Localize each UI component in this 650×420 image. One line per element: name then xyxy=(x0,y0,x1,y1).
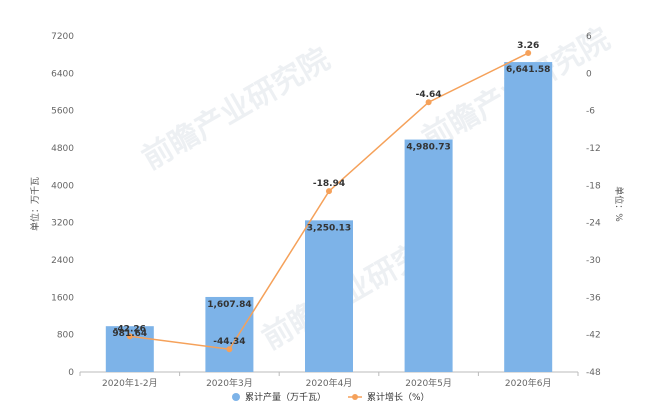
line-point xyxy=(326,188,332,195)
legend: 累计产量（万千瓦） 累计增长（%） xyxy=(232,391,430,403)
legend-line-label: 累计增长（%） xyxy=(367,391,430,403)
line-value-label: -42.26 xyxy=(114,324,146,334)
bars xyxy=(105,62,553,372)
left-tick-label: 6400 xyxy=(51,69,74,79)
left-axis-title: 单位：万千瓦 xyxy=(29,177,41,231)
x-tick-label: 2020年1-2月 xyxy=(102,377,158,389)
line-point xyxy=(126,333,133,340)
legend-line-point xyxy=(352,394,358,400)
left-tick-label: 2400 xyxy=(51,256,74,266)
left-tick-label: 3200 xyxy=(51,219,74,229)
x-tick-label: 2020年6月 xyxy=(505,377,552,389)
line-value-label: 3.26 xyxy=(517,41,539,51)
bar-value-label: 4,980.73 xyxy=(406,143,450,153)
left-tick-label: 1600 xyxy=(51,293,74,303)
left-tick-label: 4800 xyxy=(51,144,74,154)
line-value-label: -4.64 xyxy=(416,90,442,100)
line-value-label: -44.34 xyxy=(213,337,245,347)
right-tick-label: -24 xyxy=(586,219,601,229)
right-tick-label: 0 xyxy=(586,69,592,79)
data-labels: 981.64 1,607.84 3,250.13 4,980.73 6,641.58 -4… xyxy=(112,41,550,347)
right-tick-label: 6 xyxy=(586,32,592,42)
bar-value-label: 3,250.13 xyxy=(307,223,351,233)
x-tick-label: 2020年4月 xyxy=(306,377,353,389)
line-series xyxy=(126,50,532,353)
bar xyxy=(504,62,553,372)
left-tick-label: 7200 xyxy=(51,32,74,42)
watermark-text: 前瞻产业研究院 xyxy=(137,42,336,177)
bar xyxy=(305,220,353,372)
right-tick-label: -42 xyxy=(586,331,601,341)
left-tick-label: 4000 xyxy=(51,181,74,191)
bar xyxy=(205,296,254,372)
right-tick-label: -6 xyxy=(586,107,595,117)
line-point xyxy=(226,346,233,353)
line-point xyxy=(425,99,432,106)
bar xyxy=(404,139,453,372)
right-tick-label: -12 xyxy=(586,144,601,154)
bar-value-label: 6,641.58 xyxy=(506,65,550,75)
right-tick-label: -48 xyxy=(586,368,601,378)
left-tick-label: 800 xyxy=(57,331,74,341)
legend-bar-marker xyxy=(232,393,240,401)
x-tick-label: 2020年3月 xyxy=(206,377,253,389)
bar-value-label: 1,607.84 xyxy=(207,300,251,310)
bar-value-label: 981.64 xyxy=(112,329,147,339)
line-value-label: -18.94 xyxy=(313,179,345,189)
axes: 0 800 1600 2400 3200 4000 4800 5600 6400 7200 -48 -… xyxy=(29,32,625,389)
right-tick-label: -30 xyxy=(586,256,601,266)
legend-bar-label: 累计产量（万千瓦） xyxy=(245,391,326,403)
line-point xyxy=(525,50,532,57)
right-tick-label: -36 xyxy=(586,293,601,303)
left-tick-label: 0 xyxy=(68,368,74,378)
left-tick-label: 5600 xyxy=(51,107,74,117)
right-axis-title: 单位：% xyxy=(613,186,625,222)
right-tick-label: -18 xyxy=(586,181,601,191)
x-tick-label: 2020年5月 xyxy=(405,377,452,389)
